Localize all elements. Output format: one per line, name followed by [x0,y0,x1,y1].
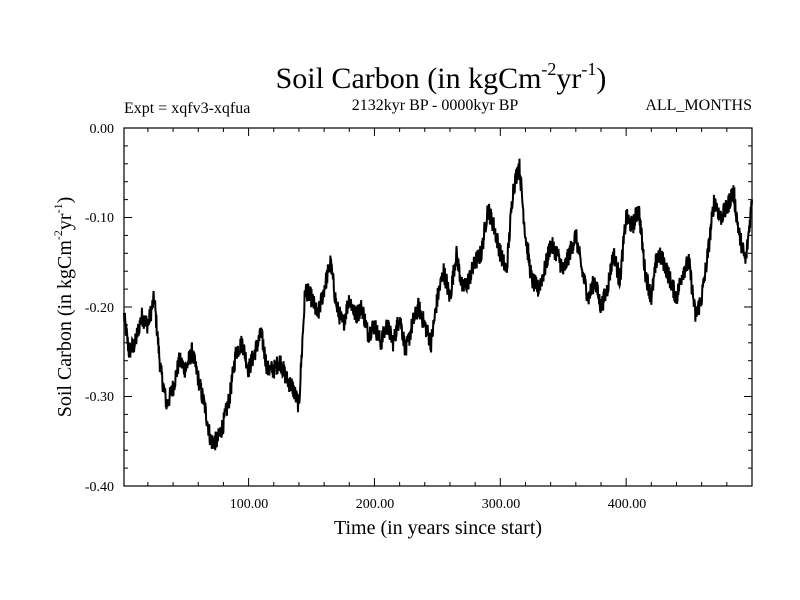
axis-ticks [124,127,752,487]
chart-title-sup2: -1 [581,59,596,79]
experiment-label: Expt = xqfv3-xqfua [124,100,250,117]
y-tick-label: 0.00 [90,122,115,137]
y-axis-label-end: ) [54,197,76,204]
x-tick-label: 300.00 [482,497,521,512]
x-axis-label: Time (in years since start) [334,517,542,539]
y-tick-label: -0.20 [85,301,114,316]
x-tick-label: 200.00 [356,497,395,512]
chart-title-end: ) [596,62,606,95]
y-tick-label: -0.40 [85,480,114,495]
y-axis-label-sup2: -1 [51,203,65,213]
chart-title-sup1: -2 [541,59,556,79]
y-tick-label: -0.10 [85,211,114,226]
chart-title-mid: yr [556,62,581,95]
time-range-label: 2132kyr BP - 0000kyr BP [352,97,519,114]
y-axis-label-sup1: -2 [51,230,65,240]
y-tick-label: -0.30 [85,390,114,405]
series-line-soil-carbon [123,158,753,451]
x-tick-label: 100.00 [230,497,269,512]
y-axis-label-mid: yr [54,213,76,230]
x-tick-label: 400.00 [608,497,647,512]
chart-title-main: Soil Carbon (in kgCm [276,62,542,95]
y-axis-label-main: Soil Carbon (in kgCm [54,240,76,418]
chart-title: Soil Carbon (in kgCm-2yr-1) [276,59,607,95]
months-label: ALL_MONTHS [645,97,752,114]
y-axis-label: Soil Carbon (in kgCm-2yr-1) [51,197,76,418]
